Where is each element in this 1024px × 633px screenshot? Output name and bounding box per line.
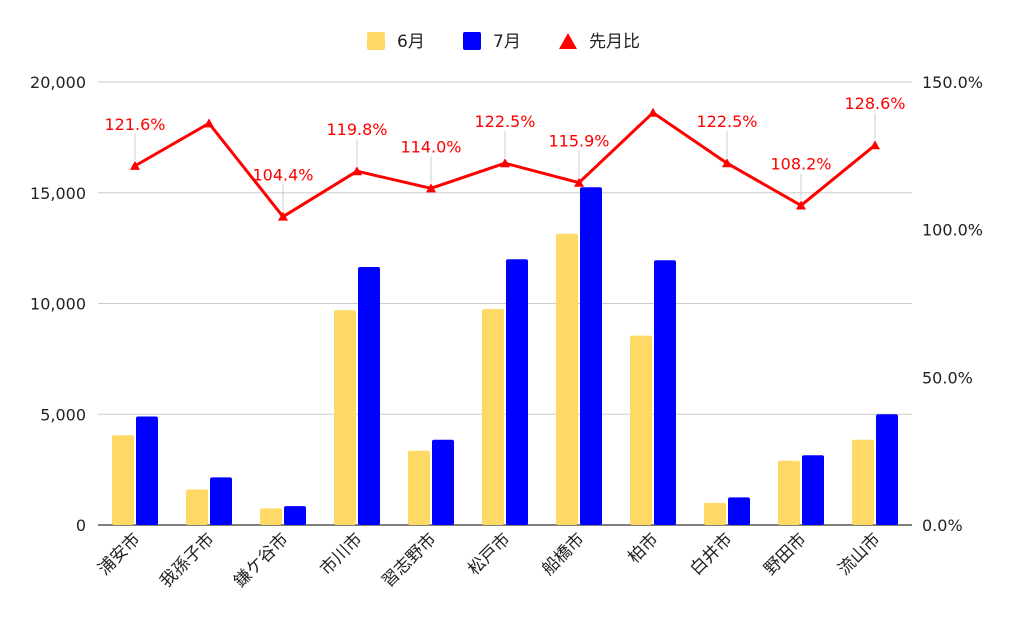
bar-7月 (728, 497, 750, 525)
left-tick-label: 10,000 (30, 295, 86, 314)
ratio-data-label: 128.6% (844, 94, 905, 113)
bar-6月 (852, 439, 874, 525)
data-labels: 121.6% 104.4% 119.8% 114.0% 122.5% 115.9% 122.… (104, 94, 906, 211)
category-labels: 浦安市 我孫子市 鎌ケ谷市 市川市 習志野市 松戸市 船橋市 柏市 白井市 野田市 流山市 (94, 529, 884, 591)
category-label: 松戸市 (464, 529, 514, 579)
bar-6月 (112, 435, 134, 525)
right-tick-label: 100.0% (922, 221, 983, 240)
bar-7月 (136, 416, 158, 525)
ratio-data-label: 121.6% (104, 115, 165, 134)
legend-item[interactable]: 先月比 (559, 32, 640, 52)
left-tick-label: 20,000 (30, 73, 86, 92)
bar-6月 (334, 310, 356, 525)
ratio-data-label: 114.0% (400, 137, 461, 156)
bar-6月 (186, 489, 208, 525)
ratio-point-marker (648, 107, 658, 117)
category-label: 鎌ケ谷市 (230, 529, 292, 591)
ratio-point-marker (352, 166, 362, 176)
legend-item[interactable]: 7月 (463, 32, 521, 52)
ratio-point-marker (574, 177, 584, 187)
legend-item[interactable]: 6月 (367, 32, 425, 52)
bar-7月 (506, 259, 528, 525)
left-tick-label: 5,000 (40, 405, 86, 424)
left-tick-label: 0 (76, 516, 86, 535)
right-tick-label: 0.0% (922, 516, 963, 535)
bar-7月 (432, 439, 454, 525)
ratio-line (130, 107, 880, 221)
bar-6月 (260, 508, 282, 525)
bar-7月 (802, 455, 824, 525)
bar-6月 (704, 502, 726, 525)
bar-6月 (482, 309, 504, 525)
left-axis-ticks: 0 5,000 10,000 15,000 20,000 (30, 73, 86, 535)
ratio-data-label: 115.9% (548, 132, 609, 151)
right-tick-label: 50.0% (922, 368, 973, 387)
legend[interactable]: 6月 7月 先月比 (367, 32, 640, 52)
category-label: 習志野市 (378, 529, 440, 591)
ratio-point-marker (204, 118, 214, 128)
ratio-point-marker (870, 140, 880, 150)
ratio-data-label: 108.2% (770, 154, 831, 173)
bar-7月 (876, 414, 898, 525)
category-label: 柏市 (624, 529, 662, 567)
legend-label: 7月 (493, 32, 521, 52)
category-label: 市川市 (316, 529, 366, 579)
bar-6月 (408, 450, 430, 525)
category-label: 我孫子市 (156, 529, 218, 591)
bar-6月 (778, 460, 800, 525)
legend-swatch (463, 32, 481, 50)
ratio-data-label: 122.5% (474, 112, 535, 131)
bars (112, 187, 898, 526)
right-axis-ticks: 0.0% 50.0% 100.0% 150.0% (922, 73, 983, 535)
category-label: 流山市 (834, 529, 884, 579)
category-label: 白井市 (686, 529, 736, 579)
legend-label: 6月 (397, 32, 425, 52)
legend-triangle-icon (559, 33, 577, 49)
ratio-data-label: 104.4% (252, 166, 313, 185)
legend-swatch (367, 32, 385, 50)
ratio-point-marker (278, 211, 288, 221)
ratio-point-marker (130, 160, 140, 170)
ratio-point-marker (426, 183, 436, 193)
legend-label: 先月比 (589, 32, 640, 52)
ratio-data-label: 122.5% (696, 112, 757, 131)
bar-7月 (654, 260, 676, 525)
bar-7月 (284, 506, 306, 525)
ratio-point-marker (796, 200, 806, 210)
right-tick-label: 150.0% (922, 73, 983, 92)
category-label: 浦安市 (94, 529, 144, 579)
bar-7月 (210, 477, 232, 525)
bar-7月 (580, 187, 602, 525)
category-label: 野田市 (760, 529, 810, 579)
bar-6月 (630, 335, 652, 525)
ratio-point-marker (722, 158, 732, 168)
ratio-data-label: 119.8% (326, 120, 387, 139)
bar-7月 (358, 266, 380, 525)
bar-6月 (556, 233, 578, 526)
category-label: 船橋市 (538, 529, 588, 579)
left-tick-label: 15,000 (30, 184, 86, 203)
ratio-point-marker (500, 158, 510, 168)
